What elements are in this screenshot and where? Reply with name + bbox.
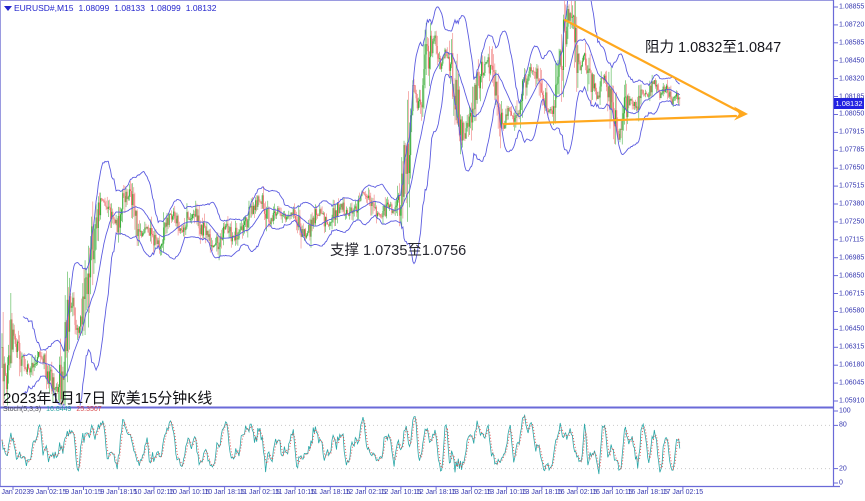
price-axis-label: 1.06315 [839, 343, 865, 351]
stoch-name: Stoch(5,3,3) [3, 406, 42, 413]
price-axis-label: 1.07515 [839, 182, 865, 190]
price-axis-label: 1.06180 [839, 361, 865, 369]
time-axis-label: 9 Jan 10:15 [65, 489, 102, 496]
price-axis-label: 1.08855 [839, 3, 865, 11]
time-axis-label: 12 Jan 02:15 [345, 489, 386, 496]
time-axis-label: 6 Jan 2023 [0, 489, 31, 496]
stoch-axis-label: 0 [839, 479, 843, 487]
time-axis-label: 10 Jan 10:15 [169, 489, 210, 496]
stoch-axis-label: 100 [839, 407, 851, 415]
chart-collapse-icon[interactable] [4, 6, 12, 11]
close-value: 1.08132 [185, 3, 217, 13]
trend-arrow-icon [734, 106, 748, 121]
time-axis-label: 13 Jan 10:15 [486, 489, 527, 496]
time-axis-label: 16 Jan 18:15 [627, 489, 668, 496]
resistance-annotation[interactable]: 阻力 1.0832至1.0847 [645, 40, 782, 56]
price-axis-label: 1.07380 [839, 200, 865, 208]
time-axis-label: 16 Jan 10:15 [592, 489, 633, 496]
current-price-tag: 1.08132 [834, 98, 864, 110]
time-axis-label: 9 Jan 18:15 [100, 489, 138, 496]
price-axis-label: 1.07915 [839, 128, 865, 136]
low-value: 1.08099 [150, 3, 181, 13]
price-axis-label: 1.06985 [839, 254, 865, 262]
time-axis-label: 11 Jan 02:15 [239, 489, 280, 496]
price-axis-label: 1.08450 [839, 57, 865, 65]
price-axis-label: 1.07785 [839, 146, 865, 154]
time-axis-label: 16 Jan 02:15 [556, 489, 598, 496]
price-axis-label: 1.08585 [839, 39, 865, 47]
chart-caption[interactable]: 2023年1月17日 欧美15分钟K线 [3, 390, 213, 407]
time-axis-label: 12 Jan 10:15 [380, 489, 422, 496]
support-annotation[interactable]: 支撑 1.0735至1.0756 [330, 243, 467, 259]
stoch-axis-label: 20 [839, 465, 847, 473]
time-axis-label: 10 Jan 18:15 [204, 489, 245, 496]
price-axis-label: 1.07250 [839, 218, 865, 226]
price-axis-label: 1.06450 [839, 325, 865, 333]
stoch-indicator-label: Stoch(5,3,3) 16.8449 25.3507 [3, 406, 102, 413]
time-axis-label: 10 Jan 02:15 [133, 489, 175, 496]
time-axis-label: 13 Jan 02:15 [451, 489, 492, 496]
stoch-d-value: 25.3507 [76, 406, 102, 413]
time-axis-label: 12 Jan 18:15 [415, 489, 457, 496]
high-value: 1.08133 [114, 3, 145, 13]
price-axis-label: 1.05910 [839, 397, 865, 405]
price-axis-label: 1.08185 [839, 93, 865, 101]
stoch-k-value: 16.8449 [46, 406, 72, 413]
price-axis-label: 1.08720 [839, 21, 865, 29]
time-axis-label: 17 Jan 02:15 [662, 489, 704, 496]
symbol-label: EURUSD#,M15 [14, 3, 74, 13]
price-axis-label: 1.07115 [839, 236, 864, 244]
time-axis-label: 11 Jan 18:15 [310, 489, 351, 496]
price-axis-label: 1.06045 [839, 379, 865, 387]
stoch-axis-label: 80 [839, 421, 847, 429]
price-axis-label: 1.08050 [839, 110, 865, 118]
price-axis-label: 1.08320 [839, 75, 865, 83]
symbol-ohlc-readout: EURUSD#,M15 1.08099 1.08133 1.08099 1.08132 [14, 3, 221, 13]
time-axis-label: 9 Jan 02:15 [29, 489, 67, 496]
open-value: 1.08099 [78, 3, 110, 13]
price-axis-label: 1.07650 [839, 164, 865, 172]
price-axis-label: 1.06715 [839, 290, 865, 298]
time-axis-label: 13 Jan 18:15 [521, 489, 563, 496]
time-axis-label: 11 Jan 10:15 [275, 489, 316, 496]
price-axis-label: 1.06580 [839, 307, 865, 315]
price-axis-label: 1.06850 [839, 272, 865, 280]
